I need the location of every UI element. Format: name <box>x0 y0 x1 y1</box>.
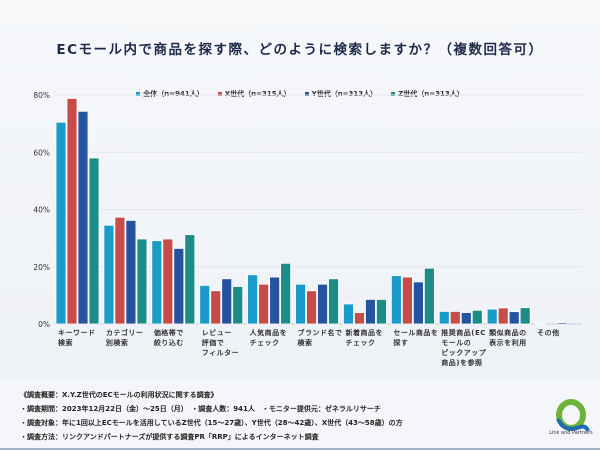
survey-footer: 《調査概要：X.Y.Z世代のECモールの利用状況に関する調査》 ・調査期間：20… <box>0 380 600 450</box>
bar <box>55 121 67 325</box>
survey-method: ・調査方法：リンクアンドパートナーズが提供する調査PR「RRP」によるインターネ… <box>20 433 319 441</box>
x-tick-label: 新着商品を チェック <box>345 329 383 347</box>
logo-text: Link and Partners <box>549 430 593 436</box>
bar <box>534 322 546 325</box>
x-tick-label: 類似商品の 表示を利用 <box>489 329 527 347</box>
x-tick-label: ブランド名で 検索 <box>297 329 343 347</box>
bar <box>460 312 472 325</box>
y-tick-label: 20% <box>33 263 50 272</box>
bar <box>210 290 222 325</box>
survey-summary-title: 《調査概要：X.Y.Z世代のECモールの利用状況に関する調査》 <box>20 391 218 399</box>
y-tick-label: 0% <box>38 320 50 329</box>
bar <box>376 298 387 325</box>
x-tick-label: その他 <box>537 329 560 337</box>
legend-label: Z世代（n=313人） <box>398 90 464 98</box>
bar <box>221 278 233 325</box>
bar <box>103 224 115 325</box>
bar <box>354 312 365 325</box>
legend: 全体（n=941人） X世代（n=315人） Y世代（n=313人） Z世代（n=31… <box>0 89 600 99</box>
bar <box>114 216 126 325</box>
survey-period: ・調査期間：2023年12月22日（金）～25日（月） ・調査人数：941人 ・… <box>20 405 381 413</box>
bar <box>184 234 196 325</box>
bar <box>162 238 174 325</box>
link-and-partners-logo <box>556 399 590 432</box>
bar <box>136 238 148 325</box>
bar <box>151 240 163 325</box>
bar <box>423 267 435 325</box>
bar <box>199 284 211 325</box>
bar <box>556 322 568 325</box>
x-tick-label: 推奨商品(EC モールの ピックアップ 商品)を参照 <box>441 329 487 367</box>
legend-item: 全体（n=941人） <box>136 89 204 99</box>
legend-swatch <box>391 92 396 96</box>
bar <box>471 309 483 325</box>
bar <box>317 283 328 325</box>
bar <box>497 307 509 325</box>
bar <box>258 283 270 325</box>
legend-swatch <box>217 92 222 96</box>
bar <box>508 311 520 325</box>
bar <box>66 98 78 325</box>
survey-target: ・調査対象：年に1回以上ECモールを活用しているZ世代（15～27歳）、Y世代（… <box>20 419 403 427</box>
x-tick-label: セール商品を 探す <box>393 329 439 347</box>
y-tick-label: 40% <box>33 206 50 215</box>
bar <box>280 262 292 325</box>
bar <box>328 278 339 325</box>
bar-chart: 0% 20% 40% 60% 80% <box>33 91 582 329</box>
bar <box>365 298 376 325</box>
legend-item: X世代（n=315人） <box>217 89 291 99</box>
legend-swatch <box>304 92 309 96</box>
x-tick-label: 価格帯で 絞り込む <box>153 329 184 347</box>
legend-item: Z世代（n=313人） <box>391 89 464 99</box>
legend-label: 全体（n=941人） <box>143 90 204 98</box>
bar <box>269 276 281 325</box>
legend-label: Y世代（n=313人） <box>311 90 378 98</box>
y-tick-label: 60% <box>33 148 50 157</box>
legend-label: X世代（n=315人） <box>224 90 291 98</box>
bar <box>401 276 413 325</box>
bar <box>306 290 317 325</box>
y-tick-label: 80% <box>33 91 50 100</box>
chart-title: ECモール内で商品を探す際、どのように検索しますか？（複数回答可） <box>56 42 544 58</box>
bar <box>77 110 89 325</box>
bar <box>125 219 137 325</box>
x-tick-label: キーワード 検索 <box>58 329 96 347</box>
bar <box>519 307 531 325</box>
bar <box>486 308 498 325</box>
legend-swatch <box>136 92 141 96</box>
x-tick-label: カテゴリー 別検索 <box>105 329 144 347</box>
legend-item: Y世代（n=313人） <box>304 89 378 99</box>
x-tick-label: 人気商品を チェック <box>249 329 288 347</box>
bar <box>88 157 100 325</box>
bar <box>343 303 354 325</box>
x-tick-label: レビュー 評価で フィルター <box>201 329 240 357</box>
bar <box>390 275 402 325</box>
bar <box>232 286 244 325</box>
bar <box>247 274 259 325</box>
bar <box>449 311 461 325</box>
bar <box>173 248 185 325</box>
bar <box>295 283 306 325</box>
bar <box>412 281 424 325</box>
bar <box>438 311 450 325</box>
